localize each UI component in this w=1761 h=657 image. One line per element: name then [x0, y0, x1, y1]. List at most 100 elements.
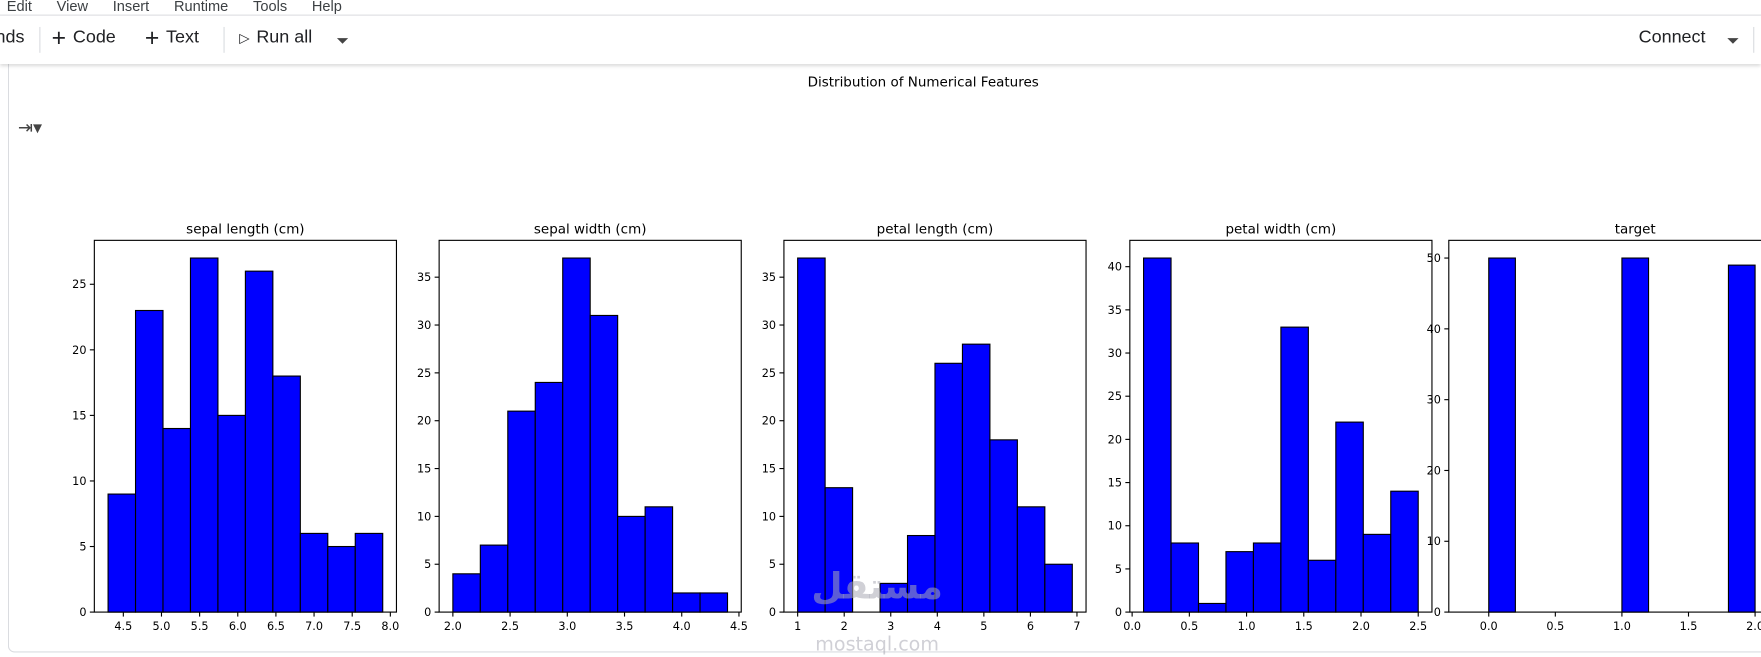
x-tick-label: 2.0 [444, 620, 462, 633]
menu-help[interactable]: Help [311, 0, 342, 15]
y-tick-label: 5 [1115, 563, 1122, 576]
divider [0, 14, 1761, 16]
histogram-bar [452, 573, 481, 613]
y-tick-label: 0 [769, 606, 776, 619]
run-all-dropdown[interactable] [336, 38, 349, 44]
axes-frame [1129, 239, 1433, 613]
text-label: Text [166, 28, 200, 48]
menu-runtime[interactable]: Runtime [173, 0, 229, 15]
y-tick-label: 15 [1108, 476, 1122, 489]
x-tick-label: 5.5 [191, 620, 209, 633]
y-tick-label: 30 [1427, 394, 1441, 407]
histogram-bar [934, 362, 964, 613]
menu-bar: Edit View Insert Runtime Tools Help [7, 0, 367, 15]
y-tick-label: 5 [424, 558, 431, 571]
plus-icon: + [51, 23, 67, 52]
histogram-bar [479, 544, 509, 613]
y-tick-label: 25 [762, 367, 776, 380]
axes-frame [1448, 239, 1761, 613]
x-tick-label: 0.0 [1123, 620, 1141, 633]
y-tick-label: 40 [1108, 261, 1122, 274]
y-tick-label: 10 [72, 475, 86, 488]
histogram-bar [1621, 257, 1650, 613]
y-tick-label: 20 [417, 415, 431, 428]
histogram-bar [299, 532, 329, 613]
axes-frame [783, 239, 1087, 613]
add-code-button[interactable]: + Code [51, 23, 116, 52]
play-icon: ▷ [239, 30, 250, 47]
x-tick-label: 1.5 [1680, 620, 1698, 633]
x-tick-label: 6 [1027, 620, 1034, 633]
y-tick-label: 25 [72, 278, 86, 291]
y-tick-label: 5 [79, 540, 86, 553]
histogram-bar [162, 427, 192, 613]
figure-title: Distribution of Numerical Features [807, 74, 1039, 90]
histogram-bar [1143, 257, 1172, 613]
add-text-button[interactable]: + Text [145, 25, 200, 50]
histogram-bar [1197, 602, 1227, 613]
divider [1753, 26, 1755, 53]
histogram-bar [1307, 559, 1337, 613]
x-tick-label: 3.5 [616, 620, 634, 633]
histogram-bar [272, 375, 301, 613]
histogram-bar [906, 534, 936, 613]
x-tick-label: 7 [1073, 620, 1080, 633]
x-tick-label: 4 [934, 620, 941, 633]
x-tick-label: 1.5 [1295, 620, 1313, 633]
x-tick-label: 2.0 [1746, 620, 1761, 633]
chart-title: petal width (cm) [1225, 222, 1336, 238]
histogram-3: petal width (cm) 0.0 0.5 1.0 1.5 2.0 2.5 0 5 10 15… [1108, 222, 1433, 633]
histogram-bar [534, 381, 564, 613]
connect-button[interactable]: Connect [1639, 28, 1706, 48]
chart-title: sepal width (cm) [534, 222, 647, 238]
run-all-button[interactable]: ▷ Run all [239, 28, 312, 48]
connect-dropdown[interactable] [1727, 38, 1739, 44]
histogram-bar [797, 257, 826, 613]
run-all-label: Run all [256, 28, 313, 48]
commands-button[interactable]: nds [0, 28, 24, 48]
y-tick-label: 20 [1108, 433, 1122, 446]
x-tick-label: 7.0 [305, 620, 323, 633]
y-tick-label: 35 [417, 271, 431, 284]
y-tick-label: 10 [1108, 520, 1122, 533]
x-tick-label: 2 [841, 620, 848, 633]
y-tick-label: 30 [417, 319, 431, 332]
output-cell [7, 56, 1761, 653]
histogram-bar [1488, 257, 1516, 613]
y-tick-label: 15 [762, 462, 776, 475]
chart-title: target [1615, 222, 1656, 238]
y-tick-label: 0 [1434, 606, 1441, 619]
histogram-bar [1016, 506, 1046, 613]
histogram-bar [824, 487, 854, 613]
x-tick-label: 4.0 [673, 620, 691, 633]
output-toggle-icon[interactable]: ⇥▾ [17, 116, 43, 139]
histogram-bar [961, 343, 991, 613]
y-tick-label: 35 [762, 271, 776, 284]
histogram-bar [1252, 542, 1282, 613]
x-tick-label: 0.5 [1180, 620, 1198, 633]
y-tick-label: 15 [417, 462, 431, 475]
x-tick-label: 1.0 [1613, 620, 1631, 633]
x-tick-label: 2.5 [501, 620, 519, 633]
histogram-bar [1225, 551, 1254, 613]
menu-edit[interactable]: Edit [6, 0, 32, 15]
caret-down-icon [1727, 38, 1739, 44]
histogram-bar [644, 506, 674, 613]
histogram-bar [589, 314, 619, 613]
menu-tools[interactable]: Tools [253, 0, 288, 15]
menu-view[interactable]: View [56, 0, 89, 15]
histogram-2: petal length (cm) 1 2 3 4 5 6 7 0 5 10 15 20 25 30 35 [762, 222, 1087, 633]
divider [39, 26, 41, 53]
x-tick-label: 8.0 [381, 620, 399, 633]
y-tick-label: 30 [1108, 347, 1122, 360]
x-tick-label: 1.0 [1238, 620, 1256, 633]
histogram-bar [1362, 533, 1392, 613]
caret-down-icon [336, 38, 349, 44]
y-tick-label: 20 [1427, 464, 1441, 477]
axes-frame [438, 239, 742, 613]
y-tick-label: 25 [1108, 390, 1122, 403]
menu-insert[interactable]: Insert [112, 0, 150, 15]
histogram-bar [327, 545, 356, 613]
histogram-4: target 0.0 0.5 1.0 1.5 2.0 0 10 20 30 40 50 [1427, 222, 1761, 633]
